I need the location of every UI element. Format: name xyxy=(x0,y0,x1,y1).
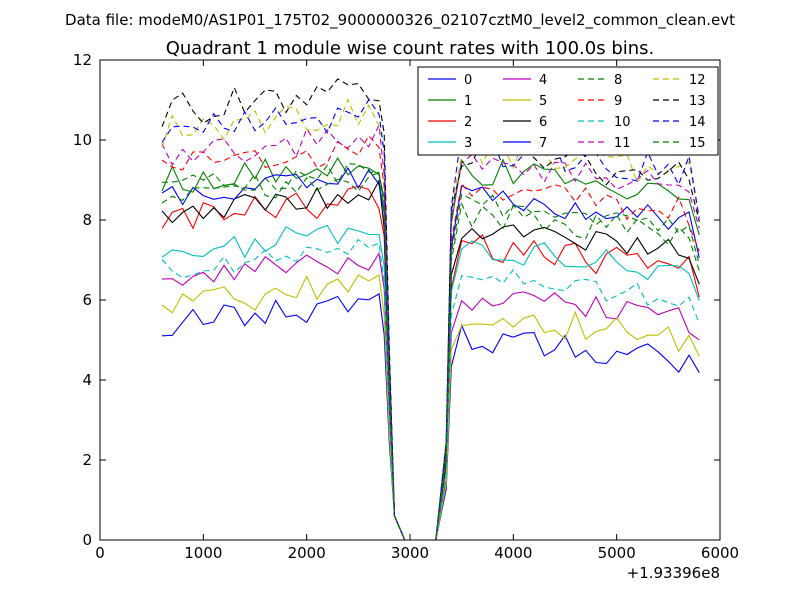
series-line-8 xyxy=(161,163,700,540)
legend-label-8: 8 xyxy=(614,73,622,88)
x-tick-label: 5000 xyxy=(598,544,636,562)
series-line-3 xyxy=(161,224,700,540)
series-line-14 xyxy=(161,98,700,540)
x-tick-label: 1000 xyxy=(184,544,222,562)
y-tick-label: 10 xyxy=(73,131,92,149)
legend-label-15: 15 xyxy=(689,136,706,151)
x-tick-label: 4000 xyxy=(494,544,532,562)
y-tick-label: 2 xyxy=(82,451,92,469)
legend-label-9: 9 xyxy=(614,94,622,109)
series-line-0 xyxy=(161,293,700,540)
series-line-4 xyxy=(161,251,700,540)
x-tick-label: 2000 xyxy=(288,544,326,562)
legend-label-7: 7 xyxy=(539,136,547,151)
x-tick-label: 0 xyxy=(95,544,105,562)
x-tick-label: 3000 xyxy=(391,544,429,562)
series-line-7 xyxy=(161,166,700,540)
series-line-5 xyxy=(161,274,700,540)
series-layer xyxy=(161,78,700,540)
series-line-2 xyxy=(161,185,700,540)
x-offset-label: +1.93396e8 xyxy=(627,564,720,582)
legend-frame xyxy=(417,66,719,156)
series-line-1 xyxy=(161,157,700,540)
legend-label-6: 6 xyxy=(539,115,547,130)
legend-label-0: 0 xyxy=(464,73,472,88)
series-line-11 xyxy=(161,123,700,540)
y-tick-label: 6 xyxy=(82,291,92,309)
y-tick-label: 12 xyxy=(73,51,92,69)
y-tick-label: 4 xyxy=(82,371,92,389)
legend-label-14: 14 xyxy=(689,115,706,130)
legend-label-11: 11 xyxy=(614,136,631,151)
datafile-label: Data file: modeM0/AS1P01_175T02_90000003… xyxy=(65,11,735,30)
legend-label-10: 10 xyxy=(614,115,631,130)
series-line-12 xyxy=(161,98,700,540)
series-line-15 xyxy=(161,171,700,540)
y-tick-label: 0 xyxy=(82,531,92,549)
legend-label-1: 1 xyxy=(464,94,472,109)
legend-label-5: 5 xyxy=(539,94,547,109)
legend-label-4: 4 xyxy=(539,73,547,88)
chart-title: Quadrant 1 module wise count rates with … xyxy=(166,38,655,59)
series-line-9 xyxy=(161,134,700,540)
legend-label-3: 3 xyxy=(464,136,472,151)
y-tick-label: 8 xyxy=(82,211,92,229)
legend-label-13: 13 xyxy=(689,94,706,109)
series-line-6 xyxy=(161,178,700,540)
series-line-10 xyxy=(161,238,700,540)
legend-label-2: 2 xyxy=(464,115,472,130)
legend-label-12: 12 xyxy=(689,73,706,88)
x-tick-label: 6000 xyxy=(701,544,739,562)
